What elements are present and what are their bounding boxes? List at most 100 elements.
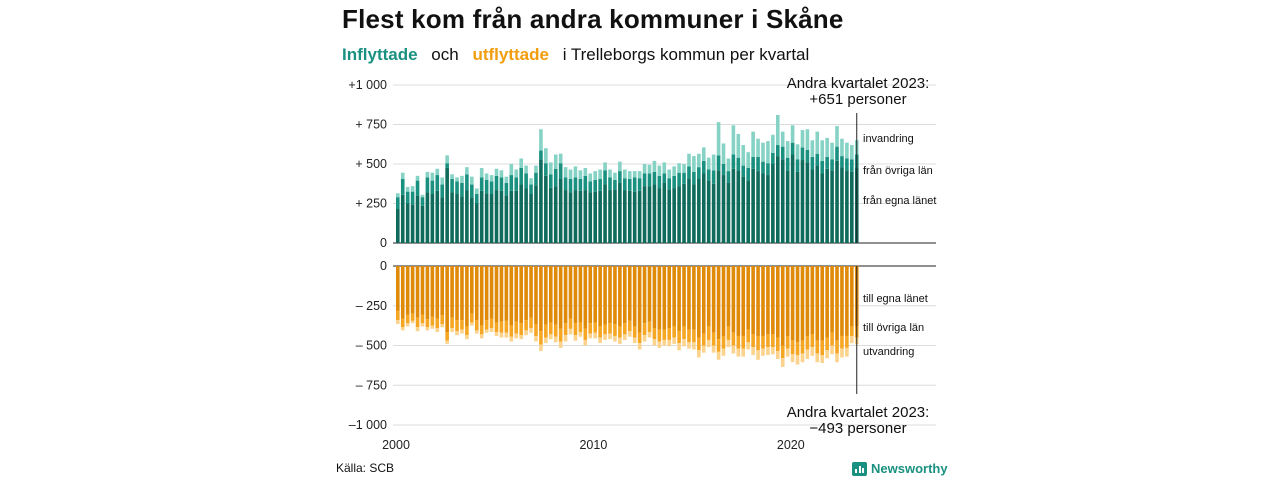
bar-out-utvandring	[548, 334, 553, 340]
bar-out-utvandring	[780, 358, 785, 367]
bar-out-egna-lan	[519, 266, 523, 324]
bar-out-ovriga-lan	[519, 323, 523, 336]
bar-out-utvandring	[805, 349, 810, 360]
bar-out-utvandring	[642, 335, 647, 342]
bar-in-egna-lan	[805, 162, 810, 243]
bar-in-ovriga-lan	[440, 184, 445, 198]
bar-in-egna-lan	[637, 190, 642, 243]
bar-out-egna-lan	[692, 266, 696, 330]
bar-in-ovriga-lan	[529, 184, 533, 195]
bar-in-egna-lan	[736, 170, 741, 243]
bar-in-ovriga-lan	[761, 161, 765, 174]
bar-in-ovriga-lan	[652, 171, 657, 185]
bar-out-utvandring	[711, 345, 716, 353]
bar-out-utvandring	[618, 337, 622, 344]
bar-out-ovriga-lan	[795, 342, 800, 356]
bar-in-egna-lan	[405, 203, 410, 243]
bar-in-invandring	[529, 178, 533, 185]
bar-out-ovriga-lan	[603, 324, 607, 335]
bar-in-invandring	[795, 144, 800, 160]
bar-in-invandring	[647, 164, 652, 174]
bar-out-utvandring	[608, 333, 612, 340]
bar-out-ovriga-lan	[751, 334, 755, 348]
bar-in-invandring	[396, 193, 400, 198]
bar-in-invandring	[697, 153, 701, 168]
bar-out-utvandring	[563, 335, 568, 342]
bar-in-invandring	[672, 166, 676, 176]
bar-in-egna-lan	[524, 188, 528, 243]
y-tick-top: +1 000	[348, 78, 387, 92]
bar-in-ovriga-lan	[647, 173, 652, 187]
bar-out-ovriga-lan	[790, 340, 795, 355]
bar-in-ovriga-lan	[805, 149, 810, 163]
bar-out-utvandring	[716, 351, 721, 360]
y-tick-top: 0	[380, 236, 387, 250]
bar-in-invandring	[716, 122, 721, 156]
bar-out-egna-lan	[766, 266, 770, 335]
bar-out-utvandring	[568, 328, 573, 335]
bar-in-egna-lan	[618, 182, 622, 243]
bar-out-ovriga-lan	[489, 318, 494, 329]
bar-out-ovriga-lan	[593, 322, 597, 333]
bar-in-invandring	[687, 153, 691, 167]
bar-out-utvandring	[701, 345, 706, 353]
bar-in-ovriga-lan	[499, 177, 504, 191]
bar-in-ovriga-lan	[771, 152, 775, 164]
bar-out-ovriga-lan	[499, 321, 504, 333]
bar-in-egna-lan	[563, 190, 568, 243]
bar-in-ovriga-lan	[835, 146, 839, 161]
brand-logo: Newsworthy	[852, 461, 948, 476]
series-label-in: från övriga län	[863, 165, 933, 177]
bar-in-egna-lan	[583, 190, 588, 243]
bar-out-egna-lan	[479, 266, 484, 326]
bar-out-egna-lan	[840, 266, 844, 336]
bar-out-egna-lan	[677, 266, 681, 332]
bar-out-ovriga-lan	[494, 322, 499, 332]
bar-out-utvandring	[524, 330, 528, 336]
bar-in-invandring	[460, 175, 464, 183]
subtitle-inflyttade: Inflyttade	[342, 45, 418, 64]
bar-out-egna-lan	[529, 266, 533, 318]
bar-out-egna-lan	[652, 266, 657, 329]
bar-in-egna-lan	[529, 194, 533, 243]
bar-in-egna-lan	[785, 170, 790, 243]
bar-out-ovriga-lan	[583, 328, 588, 340]
bar-in-egna-lan	[726, 182, 731, 243]
bar-out-ovriga-lan	[810, 334, 815, 348]
bar-in-invandring	[410, 186, 415, 192]
subtitle-rest: i Trelleborgs kommun per kvartal	[562, 45, 810, 64]
bar-out-ovriga-lan	[657, 329, 662, 342]
bar-out-ovriga-lan	[479, 325, 484, 335]
bar-out-ovriga-lan	[623, 323, 627, 335]
bar-out-utvandring	[544, 337, 548, 344]
bar-out-egna-lan	[460, 266, 464, 321]
bar-in-ovriga-lan	[726, 171, 731, 183]
bar-out-utvandring	[514, 333, 519, 339]
bar-out-egna-lan	[400, 266, 405, 319]
bar-in-invandring	[830, 142, 834, 160]
bar-in-invandring	[553, 154, 558, 169]
bar-out-utvandring	[430, 325, 435, 329]
bar-out-ovriga-lan	[682, 326, 686, 340]
bar-in-invandring	[642, 164, 647, 174]
bar-in-egna-lan	[756, 171, 760, 243]
bar-in-ovriga-lan	[731, 154, 736, 169]
bar-in-egna-lan	[588, 192, 593, 243]
bar-in-egna-lan	[440, 197, 445, 243]
bar-out-utvandring	[465, 335, 469, 340]
bar-in-ovriga-lan	[682, 172, 686, 184]
bar-in-invandring	[845, 142, 849, 159]
bar-out-utvandring	[529, 328, 533, 333]
bar-in-ovriga-lan	[711, 170, 716, 184]
bar-out-utvandring	[632, 337, 637, 344]
bar-out-utvandring	[746, 342, 750, 350]
bar-out-utvandring	[410, 320, 415, 324]
bar-in-invandring	[623, 169, 627, 179]
bar-out-ovriga-lan	[716, 339, 721, 352]
bar-in-egna-lan	[741, 176, 746, 243]
bar-out-ovriga-lan	[692, 329, 696, 343]
bar-out-egna-lan	[736, 266, 741, 336]
bar-out-utvandring	[667, 339, 672, 347]
bar-in-invandring	[790, 125, 795, 143]
bar-chart-icon	[852, 461, 867, 476]
